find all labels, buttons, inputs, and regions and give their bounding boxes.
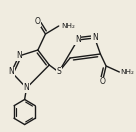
Text: O: O <box>35 18 41 27</box>
Text: N: N <box>8 67 14 77</box>
Text: S: S <box>56 67 61 77</box>
Text: N: N <box>75 36 81 44</box>
Text: O: O <box>99 77 105 86</box>
Text: NH₂: NH₂ <box>61 23 75 29</box>
Text: N: N <box>16 51 22 60</box>
Text: NH₂: NH₂ <box>121 69 135 75</box>
Text: N: N <box>92 34 98 43</box>
Text: N: N <box>24 84 29 93</box>
